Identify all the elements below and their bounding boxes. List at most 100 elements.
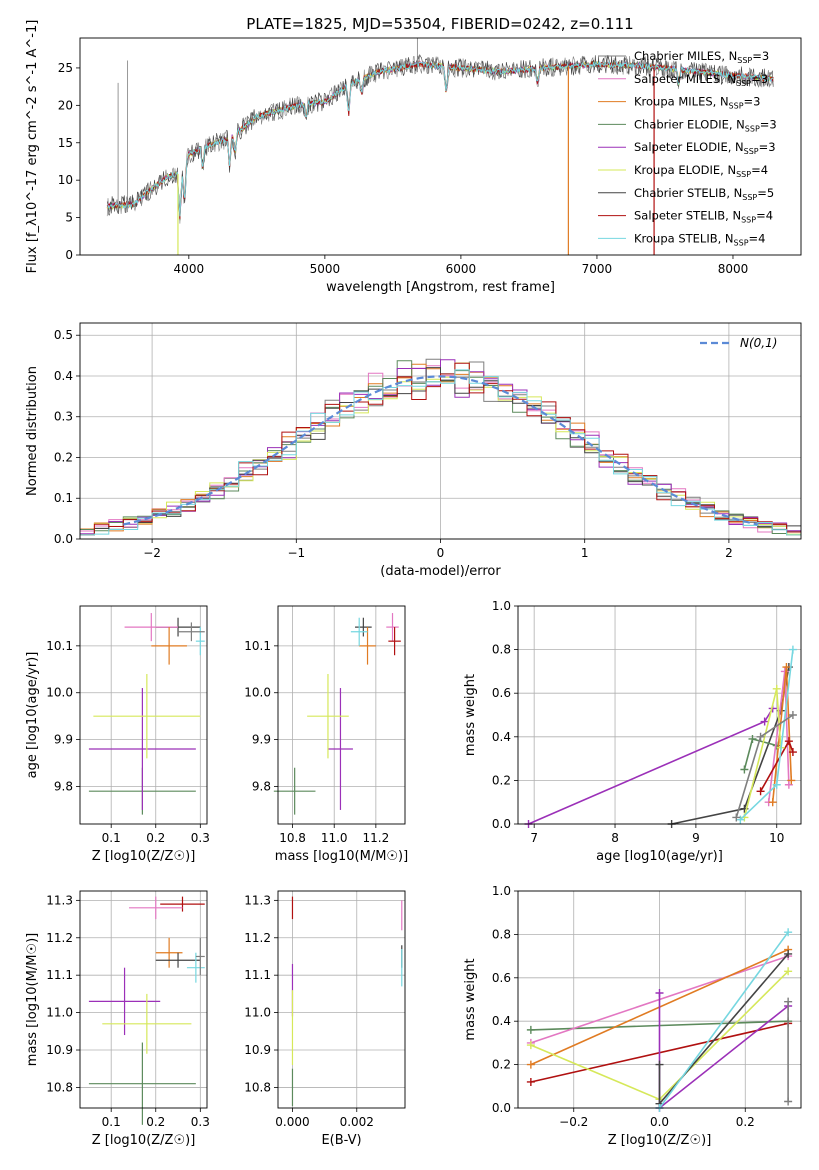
x-tick-label: 7000 bbox=[582, 262, 613, 276]
mass-weight-marker bbox=[784, 1097, 793, 1106]
y-tick-label: 0.0 bbox=[492, 1101, 511, 1115]
x-tick-label: 11.2 bbox=[362, 831, 389, 845]
x-tick-label: 5000 bbox=[310, 262, 341, 276]
axes-frame bbox=[517, 890, 802, 1109]
panel-age-vs-mass: 10.8 11.0 11.2 9.8 9.9 10.0 10.1 mass [log10(M/… bbox=[244, 605, 408, 864]
legend-label: N(0,1) bbox=[740, 336, 777, 350]
panel-mass-weight-vs-Z: −0.2 0.0 0.2 0.0 0.2 0.4 0.6 0.8 1.0 Z [log10(Z/Z… bbox=[463, 884, 802, 1148]
x-tick-label: −1 bbox=[287, 546, 305, 560]
y-tick-label: 9.8 bbox=[54, 779, 73, 793]
y-tick-label: 5 bbox=[65, 211, 73, 225]
y-tick-label: 0.8 bbox=[492, 643, 511, 657]
x-tick-label: 0.002 bbox=[340, 1115, 374, 1129]
axes-frame bbox=[79, 890, 208, 1109]
y-tick-label: 1.0 bbox=[492, 599, 511, 613]
mass-weight-marker bbox=[780, 667, 789, 676]
y-tick-label: 9.9 bbox=[252, 733, 271, 747]
y-tick-label: 0.0 bbox=[54, 532, 73, 546]
panel-residuals: −2 −1 0 1 2 0.0 0.1 0.2 0.3 0.4 0.5 (data-model)/er… bbox=[25, 322, 802, 579]
mass-weight-marker bbox=[756, 732, 765, 741]
y-tick-label: 0.4 bbox=[492, 1014, 511, 1028]
y-tick-label: 10.8 bbox=[46, 1080, 73, 1094]
mass-weight-marker bbox=[740, 765, 749, 774]
mass-weight-line bbox=[658, 993, 789, 1110]
x-tick-label: 0.1 bbox=[102, 831, 121, 845]
y-axis-label: mass [log10(M/M☉)] bbox=[25, 933, 40, 1066]
y-tick-label: 20 bbox=[58, 98, 73, 112]
mass-weight-marker bbox=[526, 1060, 535, 1069]
legend-label: Salpeter ELODIE, NSSP=3 bbox=[634, 140, 776, 156]
x-tick-label: 8 bbox=[611, 831, 619, 845]
x-tick-label: 2 bbox=[725, 546, 733, 560]
y-tick-label: 9.9 bbox=[54, 733, 73, 747]
mass-weight-marker bbox=[772, 684, 781, 693]
x-tick-label: 9 bbox=[692, 831, 700, 845]
mass-weight-marker bbox=[756, 787, 765, 796]
mass-weight-marker bbox=[787, 776, 796, 785]
plot-area-residuals bbox=[80, 358, 801, 536]
x-tick-label: 0.2 bbox=[736, 1115, 755, 1129]
y-tick-label: 11.1 bbox=[46, 968, 73, 982]
mass-weight-marker bbox=[784, 997, 793, 1006]
x-tick-label: 0 bbox=[437, 546, 445, 560]
mass-weight-marker bbox=[782, 663, 791, 672]
x-tick-label: 7 bbox=[530, 831, 538, 845]
x-tick-label: 11.0 bbox=[321, 831, 348, 845]
y-tick-label: 0.8 bbox=[492, 927, 511, 941]
mass-weight-marker bbox=[772, 780, 781, 789]
x-tick-label: −2 bbox=[143, 546, 161, 560]
y-tick-label: 10.8 bbox=[244, 1080, 271, 1094]
plot-area-mass-weight-vs-age bbox=[524, 645, 797, 828]
y-tick-label: 10 bbox=[58, 173, 73, 187]
x-axis-label: Z [log10(Z/Z☉)] bbox=[92, 849, 196, 864]
y-tick-label: 10.9 bbox=[46, 1043, 73, 1057]
y-tick-label: 0.0 bbox=[492, 817, 511, 831]
x-tick-label: 4000 bbox=[174, 262, 205, 276]
y-tick-label: 9.8 bbox=[252, 779, 271, 793]
mass-weight-marker bbox=[784, 967, 793, 976]
x-tick-label: 0.000 bbox=[275, 1115, 309, 1129]
y-tick-label: 0.4 bbox=[54, 369, 73, 383]
y-tick-label: 11.1 bbox=[244, 968, 271, 982]
panel-spectrum: 4000 5000 6000 7000 8000 0 5 10 15 20 25 wavelength… bbox=[25, 20, 802, 295]
x-tick-label: 0.2 bbox=[146, 1115, 165, 1129]
y-tick-label: 11.2 bbox=[46, 931, 73, 945]
legend-label: Salpeter MILES, NSSP=3 bbox=[634, 72, 768, 88]
figure-title: PLATE=1825, MJD=53504, FIBERID=0242, z=0… bbox=[246, 15, 633, 33]
y-tick-label: 1.0 bbox=[492, 884, 511, 898]
axes-frame bbox=[517, 605, 802, 825]
mass-weight-marker bbox=[736, 815, 745, 824]
x-tick-label: 0.1 bbox=[102, 1115, 121, 1129]
y-tick-label: 0.6 bbox=[492, 971, 511, 985]
axes-frame bbox=[79, 322, 802, 540]
x-axis-label: E(B-V) bbox=[321, 1133, 361, 1148]
x-axis-label: (data-model)/error bbox=[380, 564, 501, 579]
y-tick-label: 0.2 bbox=[492, 1058, 511, 1072]
y-tick-label: 11.2 bbox=[244, 931, 271, 945]
mass-weight-marker bbox=[784, 737, 793, 746]
y-tick-label: 10.1 bbox=[244, 639, 271, 653]
mass-weight-marker bbox=[526, 1041, 535, 1050]
legend-label: Chabrier MILES, NSSP=3 bbox=[634, 49, 769, 65]
y-tick-label: 0.2 bbox=[492, 773, 511, 787]
axes-frame bbox=[277, 605, 406, 825]
chart-panels: 4000 5000 6000 7000 80000510152025wavelength… bbox=[25, 20, 802, 1148]
mass-weight-marker bbox=[784, 780, 793, 789]
x-tick-label: 10 bbox=[769, 831, 784, 845]
mass-weight-marker bbox=[760, 717, 769, 726]
y-tick-label: 0.2 bbox=[54, 450, 73, 464]
axes-frame bbox=[277, 890, 406, 1109]
legend-label: Kroupa STELIB, NSSP=4 bbox=[634, 231, 765, 247]
y-tick-label: 0.4 bbox=[492, 730, 511, 744]
legend-label: Chabrier ELODIE, NSSP=3 bbox=[634, 117, 777, 133]
y-axis-label: mass weight bbox=[463, 674, 478, 756]
y-tick-label: 11.0 bbox=[244, 1006, 271, 1020]
histogram-step bbox=[80, 362, 801, 536]
mass-weight-marker bbox=[784, 949, 793, 958]
mass-weight-marker bbox=[526, 1077, 535, 1086]
plot-area-mass-vs-Z bbox=[88, 896, 205, 1125]
x-tick-label: 0.2 bbox=[146, 831, 165, 845]
y-tick-label: 11.0 bbox=[46, 1006, 73, 1020]
mass-weight-line bbox=[658, 931, 789, 1109]
x-tick-label: 0.3 bbox=[191, 1115, 210, 1129]
